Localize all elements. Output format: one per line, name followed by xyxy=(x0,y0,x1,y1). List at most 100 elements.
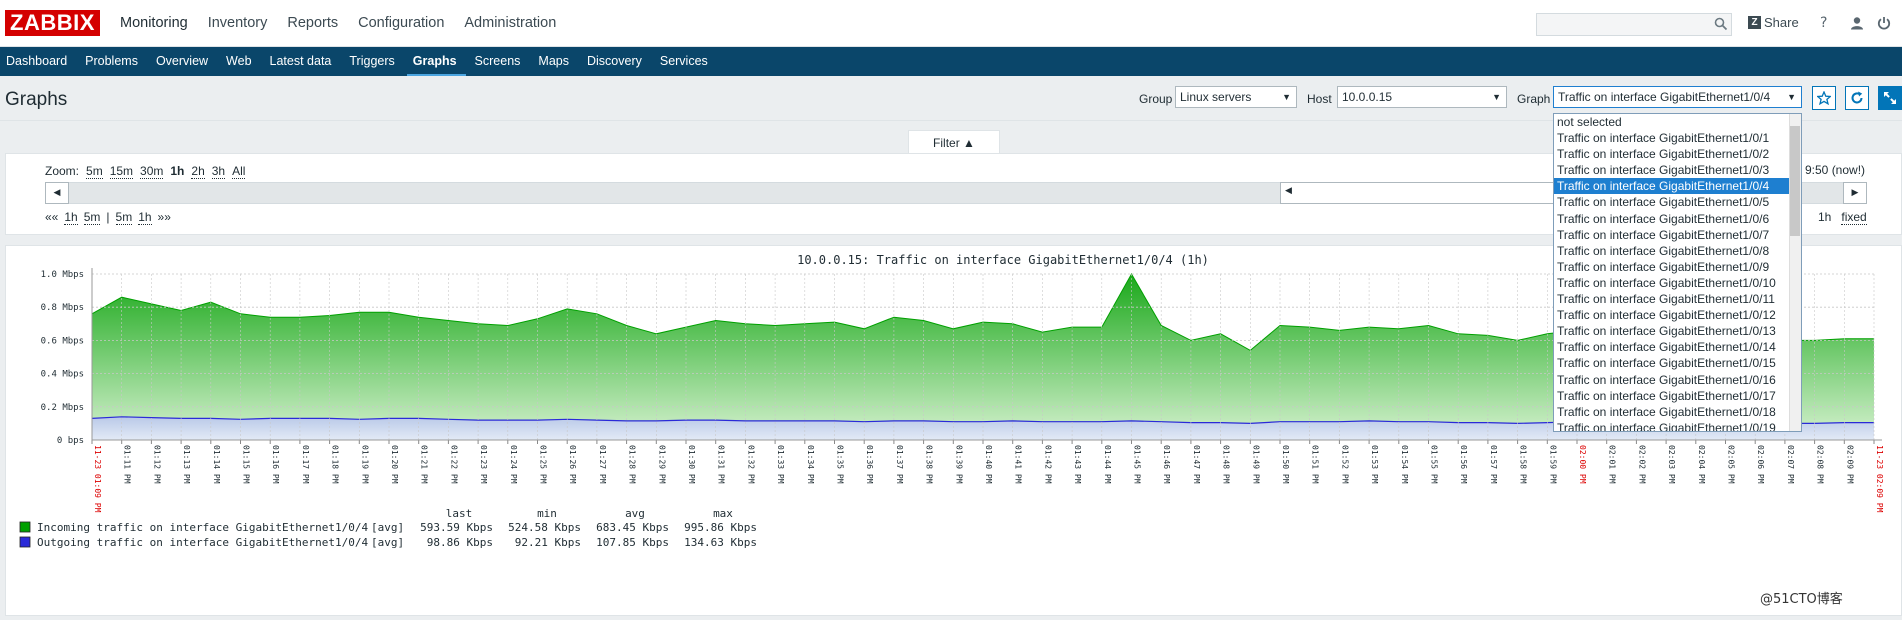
x-tick-label: 01:32 PM xyxy=(746,445,755,484)
power-icon[interactable] xyxy=(1877,16,1891,30)
x-tick-label: 01:30 PM xyxy=(687,445,696,484)
legend-series-name: Incoming traffic on interface GigabitEth… xyxy=(37,521,369,534)
dropdown-option[interactable]: Traffic on interface GigabitEthernet1/0/… xyxy=(1557,324,1776,339)
dropdown-option[interactable]: Traffic on interface GigabitEthernet1/0/… xyxy=(1554,178,1790,195)
dropdown-option[interactable]: Traffic on interface GigabitEthernet1/0/… xyxy=(1557,147,1770,162)
group-label: Group xyxy=(1139,92,1173,106)
zoom-2h[interactable]: 2h xyxy=(191,164,205,179)
menu-administration[interactable]: Administration xyxy=(464,15,557,31)
period-end-text: 9:50 (now!) xyxy=(1805,163,1866,177)
nav-separator: | xyxy=(106,210,110,224)
x-tick-label: 01:21 PM xyxy=(420,445,429,484)
share-icon: Z xyxy=(1748,16,1761,29)
submenu-triggers[interactable]: Triggers xyxy=(349,54,395,68)
zoom-1h[interactable]: 1h xyxy=(170,164,185,178)
x-tick-label: 02:04 PM xyxy=(1697,445,1706,484)
dropdown-option[interactable]: Traffic on interface GigabitEthernet1/0/… xyxy=(1557,195,1770,210)
dropdown-option[interactable]: Traffic on interface GigabitEthernet1/0/… xyxy=(1557,356,1776,371)
host-select[interactable]: 10.0.0.15 ▼ xyxy=(1337,86,1507,108)
zoom-label: Zoom: xyxy=(45,164,80,178)
submenu-graphs[interactable]: Graphs xyxy=(406,47,466,76)
legend-swatch xyxy=(19,521,31,533)
dropdown-option[interactable]: Traffic on interface GigabitEthernet1/0/… xyxy=(1557,259,1770,274)
x-tick-label: 01:22 PM xyxy=(449,445,458,484)
search-input[interactable] xyxy=(1536,13,1732,36)
x-tick-label: 01:48 PM xyxy=(1222,445,1231,484)
x-tick-label: 01:39 PM xyxy=(954,445,963,484)
share-button[interactable]: Z Share xyxy=(1748,15,1799,30)
nav-back-5m[interactable]: 5m xyxy=(83,210,101,225)
user-icon[interactable] xyxy=(1850,16,1864,30)
period-fixed-row: 1h fixed xyxy=(1818,210,1867,225)
x-tick-label: 01:49 PM xyxy=(1251,445,1260,484)
page-title: Graphs xyxy=(5,89,68,110)
favorite-button[interactable] xyxy=(1812,86,1836,110)
dropdown-option[interactable]: Traffic on interface GigabitEthernet1/0/… xyxy=(1557,340,1776,355)
dropdown-option[interactable]: Traffic on interface GigabitEthernet1/0/… xyxy=(1557,308,1776,323)
x-tick-label: 01:31 PM xyxy=(717,445,726,484)
filter-toggle-tab[interactable]: Filter ▲ xyxy=(908,130,1000,154)
dropdown-option[interactable]: Traffic on interface GigabitEthernet1/0/… xyxy=(1557,292,1775,307)
dropdown-option[interactable]: Traffic on interface GigabitEthernet1/0/… xyxy=(1557,275,1776,290)
x-tick-label: 01:41 PM xyxy=(1014,445,1023,484)
group-select[interactable]: Linux servers ▼ xyxy=(1175,86,1297,108)
submenu-dashboard[interactable]: Dashboard xyxy=(6,54,68,68)
x-tick-label: 01:14 PM xyxy=(212,445,221,484)
submenu-web[interactable]: Web xyxy=(226,54,252,68)
fixed-toggle[interactable]: fixed xyxy=(1841,210,1867,225)
graph-select[interactable]: Traffic on interface GigabitEthernet1/0/… xyxy=(1553,86,1802,108)
x-tick-label: 01:24 PM xyxy=(509,445,518,484)
nav-forward-5m[interactable]: 5m xyxy=(115,210,133,225)
x-tick-label: 01:37 PM xyxy=(895,445,904,484)
zoom-30m[interactable]: 30m xyxy=(140,164,164,179)
dropdown-option[interactable]: Traffic on interface GigabitEthernet1/0/… xyxy=(1557,163,1770,178)
zabbix-logo[interactable]: ZABBIX xyxy=(5,10,100,36)
submenu-latest-data[interactable]: Latest data xyxy=(269,54,332,68)
dropdown-option[interactable]: Traffic on interface GigabitEthernet1/0/… xyxy=(1557,131,1770,146)
zoom-5m[interactable]: 5m xyxy=(86,164,103,179)
submenu-problems[interactable]: Problems xyxy=(85,54,138,68)
search-icon[interactable] xyxy=(1714,17,1728,31)
chevron-down-icon: ▼ xyxy=(1787,92,1796,102)
nav-prev-all[interactable]: «« xyxy=(45,210,59,224)
submenu-maps[interactable]: Maps xyxy=(538,54,569,68)
dropdown-option[interactable]: Traffic on interface GigabitEthernet1/0/… xyxy=(1557,227,1770,242)
x-tick-label: 01:40 PM xyxy=(984,445,993,484)
dropdown-option[interactable]: Traffic on interface GigabitEthernet1/0/… xyxy=(1557,420,1776,432)
menu-configuration[interactable]: Configuration xyxy=(358,15,445,31)
x-tick-label: 01:51 PM xyxy=(1311,445,1320,484)
x-tick-label: 01:13 PM xyxy=(182,445,191,484)
zoom-3h[interactable]: 3h xyxy=(211,164,226,179)
dropdown-option[interactable]: Traffic on interface GigabitEthernet1/0/… xyxy=(1557,211,1770,226)
y-tick-label: 1.0 Mbps xyxy=(41,270,84,280)
x-tick-label: 01:29 PM xyxy=(657,445,666,484)
dropdown-option[interactable]: Traffic on interface GigabitEthernet1/0/… xyxy=(1557,372,1776,387)
refresh-button[interactable] xyxy=(1845,86,1869,110)
graph-select-dropdown[interactable]: not selected Traffic on interface Gigabit… xyxy=(1553,113,1802,432)
legend-header: max xyxy=(713,507,733,520)
menu-monitoring[interactable]: Monitoring xyxy=(120,15,188,31)
dropdown-option[interactable]: Traffic on interface GigabitEthernet1/0/… xyxy=(1557,243,1770,258)
legend-value-avg: 683.45 Kbps xyxy=(596,521,669,534)
help-icon[interactable]: ? xyxy=(1820,15,1828,31)
nav-forward-1h[interactable]: 1h xyxy=(138,210,152,225)
group-select-value: Linux servers xyxy=(1180,90,1252,104)
scroll-right-button[interactable]: ▶ xyxy=(1843,182,1867,204)
nav-next-all[interactable]: »» xyxy=(157,210,171,224)
submenu-discovery[interactable]: Discovery xyxy=(586,54,642,68)
submenu-services[interactable]: Services xyxy=(659,54,708,68)
fullscreen-button[interactable] xyxy=(1878,86,1902,110)
scroll-left-button[interactable]: ◀ xyxy=(45,182,69,204)
dropdown-option[interactable]: Traffic on interface GigabitEthernet1/0/… xyxy=(1557,404,1776,419)
dropdown-scroll-thumb[interactable] xyxy=(1790,126,1800,236)
dropdown-option[interactable]: Traffic on interface GigabitEthernet1/0/… xyxy=(1557,388,1776,403)
submenu-overview[interactable]: Overview xyxy=(155,54,209,68)
dropdown-option[interactable]: not selected xyxy=(1557,115,1622,129)
x-tick-label: 01:55 PM xyxy=(1430,445,1439,484)
zoom-15m[interactable]: 15m xyxy=(109,164,134,179)
zoom-all[interactable]: All xyxy=(232,164,246,179)
nav-back-1h[interactable]: 1h xyxy=(64,210,78,225)
submenu-screens[interactable]: Screens xyxy=(474,54,521,68)
menu-inventory[interactable]: Inventory xyxy=(207,15,268,31)
menu-reports[interactable]: Reports xyxy=(287,15,339,31)
